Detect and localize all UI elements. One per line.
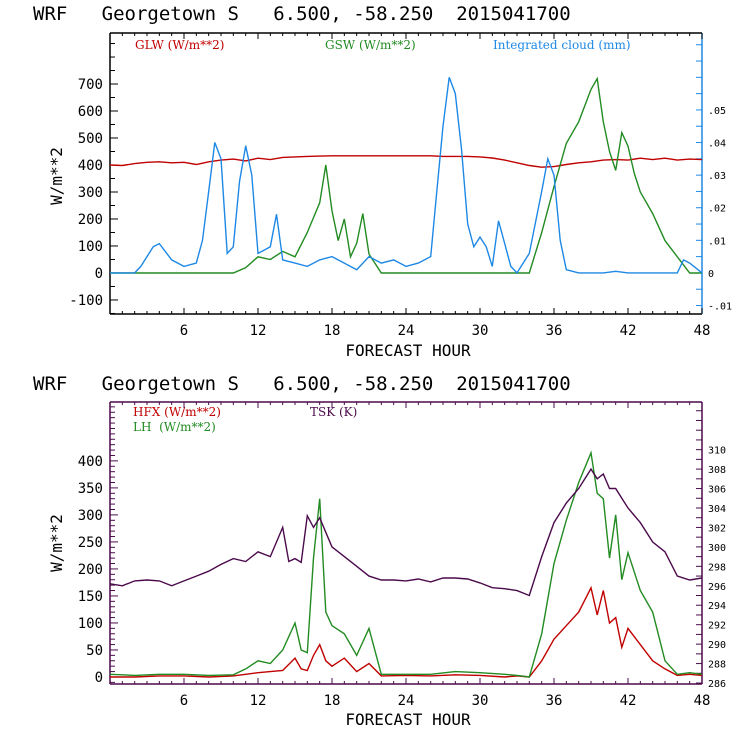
top-y-tick-label: -100	[69, 293, 103, 309]
bottom-x-axis-label: FORECAST HOUR	[345, 710, 471, 729]
bottom-y2-tick-label: 306	[708, 485, 726, 496]
top-chart-title: WRF Georgetown S 6.500, -58.250 20150417…	[33, 3, 571, 25]
bottom-y2-tick-label: 300	[708, 543, 726, 554]
bottom-y2-tick-label: 296	[708, 582, 726, 593]
top-y2-tick-label: .03	[708, 171, 726, 182]
top-x-tick-label: 18	[324, 323, 341, 339]
bottom-x-tick-label: 6	[180, 693, 188, 709]
bottom-y-tick-label: 100	[78, 616, 103, 632]
top-y2-tick-label: .04	[708, 139, 726, 150]
top-y-tick-label: 700	[78, 77, 103, 93]
bottom-x-tick-label: 18	[324, 693, 341, 709]
top-x-tick-label: 42	[620, 323, 637, 339]
top-y2-tick-label: .02	[708, 204, 726, 215]
top-plot-area: 6 12 18 24 30 36 42 48 -100 0 100 200 300 400 500 600 70…	[69, 32, 732, 339]
bottom-y2-tick-label: 310	[708, 446, 726, 457]
top-y2-tick-label: -.01	[708, 302, 732, 313]
top-x-tick-label: 48	[694, 323, 711, 339]
top-series-integrated	[110, 77, 702, 275]
bottom-plot-area: 6 12 18 24 30 36 42 48 0 50 100 150 200 250 300 350 400 2…	[78, 401, 726, 709]
top-x-tick-label: 12	[250, 323, 267, 339]
bottom-y-tick-label: 300	[78, 508, 103, 524]
top-x-tick-label: 36	[546, 323, 563, 339]
bottom-legend-lh: LH (W/m**2)	[133, 420, 216, 434]
bottom-y-tick-label: 400	[78, 454, 103, 470]
bottom-y-tick-label: 350	[78, 481, 103, 497]
top-legend-gsw: GSW (W/m**2)	[325, 38, 416, 52]
bottom-chart-title: WRF Georgetown S 6.500, -58.250 20150417…	[33, 373, 571, 395]
bottom-y-tick-label: 200	[78, 562, 103, 578]
bottom-y-tick-label: 50	[86, 643, 103, 659]
top-y-tick-label: 0	[95, 266, 103, 282]
top-y-axis-label: W/m**2	[47, 147, 66, 205]
bottom-y2-tick-label: 290	[708, 640, 726, 651]
top-legend-cloud: Integrated cloud (mm)	[493, 38, 631, 52]
bottom-y2-tick-label: 286	[708, 679, 726, 690]
top-y-tick-label: 600	[78, 104, 103, 120]
top-y-tick-label: 500	[78, 131, 103, 147]
bottom-y-tick-label: 0	[95, 670, 103, 686]
bottom-legend-hfx: HFX (W/m**2)	[133, 405, 221, 419]
bottom-legend-tsk: TSK (K)	[310, 405, 357, 419]
bottom-x-tick-label: 24	[398, 693, 415, 709]
bottom-y2-tick-label: 308	[708, 465, 726, 476]
top-x-axis-label: FORECAST HOUR	[345, 341, 471, 360]
top-legend-glw: GLW (W/m**2)	[135, 38, 224, 52]
top-x-tick-label: 30	[472, 323, 489, 339]
bottom-y2-tick-label: 304	[708, 504, 726, 515]
bottom-x-tick-label: 12	[250, 693, 267, 709]
bottom-y2-tick-label: 288	[708, 660, 726, 671]
bottom-series-lh	[110, 450, 702, 678]
bottom-x-tick-label: 36	[546, 693, 563, 709]
bottom-y2-tick-label: 298	[708, 562, 726, 573]
top-y-tick-label: 400	[78, 158, 103, 174]
bottom-y2-tick-label: 302	[708, 523, 726, 534]
top-y-tick-label: 100	[78, 239, 103, 255]
bottom-y-tick-label: 250	[78, 535, 103, 551]
top-y-tick-label: 300	[78, 185, 103, 201]
top-y2-tick-label: 0	[708, 269, 714, 280]
top-y2-tick-label: .01	[708, 236, 726, 247]
top-series-glw	[110, 155, 702, 168]
bottom-x-tick-label: 30	[472, 693, 489, 709]
bottom-series-hfx	[110, 585, 702, 678]
bottom-x-tick-label: 48	[694, 693, 711, 709]
bottom-y-tick-label: 150	[78, 589, 103, 605]
bottom-y2-tick-label: 294	[708, 601, 726, 612]
top-x-tick-label: 6	[180, 323, 188, 339]
bottom-series-tsk	[110, 467, 702, 597]
bottom-y-axis-label: W/m**2	[47, 514, 66, 572]
bottom-y2-tick-label: 292	[708, 621, 726, 632]
top-x-tick-label: 24	[398, 323, 415, 339]
top-y-tick-label: 200	[78, 212, 103, 228]
top-y2-tick-label: .05	[708, 106, 726, 117]
top-series-gsw	[110, 76, 702, 274]
bottom-x-tick-label: 42	[620, 693, 637, 709]
